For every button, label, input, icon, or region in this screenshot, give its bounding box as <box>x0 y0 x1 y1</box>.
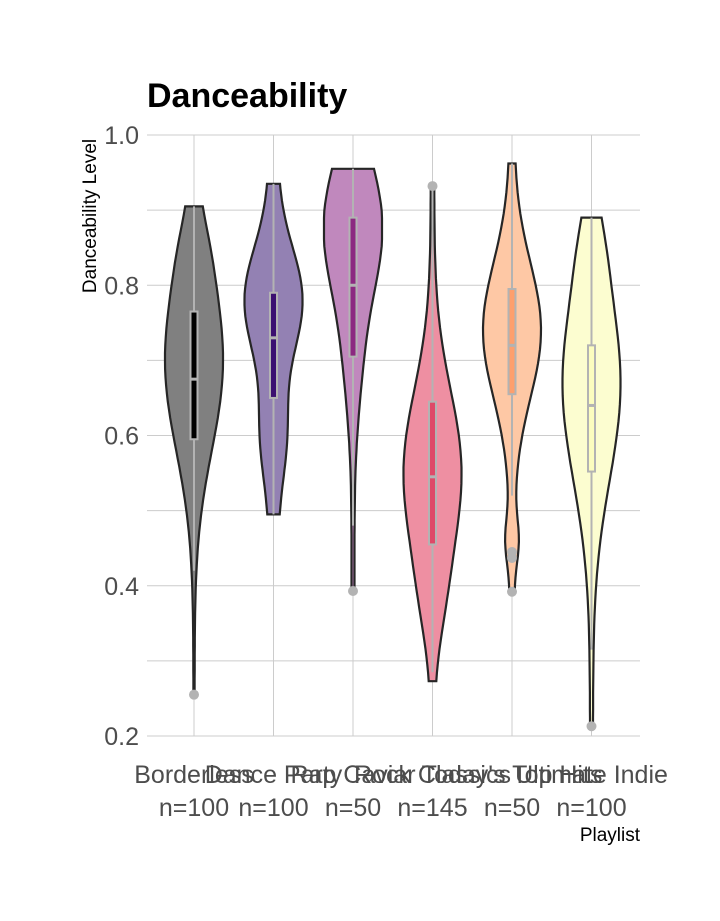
y-tick-label: 0.8 <box>104 272 139 300</box>
box <box>587 344 596 473</box>
outlier-point <box>189 689 199 700</box>
x-tick-count: n=100 <box>556 794 626 822</box>
violins <box>163 162 622 732</box>
x-tick-count: n=50 <box>484 794 540 822</box>
x-axis-label: Playlist <box>580 825 641 846</box>
box <box>189 310 199 441</box>
chart-title: Danceability <box>147 77 347 115</box>
x-tick-count: n=145 <box>397 794 467 822</box>
box <box>428 400 437 546</box>
outlier-point <box>586 721 597 732</box>
outlier-point <box>348 586 358 597</box>
outlier-point <box>427 181 438 192</box>
x-tick-count: n=50 <box>325 794 381 822</box>
box <box>348 216 358 358</box>
x-tick-count: n=100 <box>159 794 229 822</box>
y-axis-label: Danceability Level <box>80 139 101 293</box>
x-tick-label: Borderless <box>134 761 254 789</box>
x-tick-label: Dance Party <box>205 761 343 789</box>
x-tick-labels: Borderless n=100 Dance Party n=100 Rap Cavia… <box>134 761 668 822</box>
x-tick-label: Rock Classics <box>354 761 511 789</box>
x-tick-label: Rap Caviar <box>290 761 415 789</box>
y-tick-label: 1.0 <box>104 122 139 150</box>
x-tick-label: Ultimate Indie <box>515 761 668 789</box>
x-tick-label: Today's Top Hits <box>422 761 603 789</box>
box <box>269 291 278 399</box>
outlier-point <box>507 586 517 597</box>
outlier-point <box>507 552 517 563</box>
x-tick-count: n=100 <box>238 794 308 822</box>
y-tick-label: 0.4 <box>104 573 139 601</box>
y-tick-labels: 0.2 0.4 0.6 0.8 1.0 <box>104 122 139 751</box>
box <box>507 288 517 396</box>
y-tick-label: 0.2 <box>104 723 139 751</box>
y-tick-label: 0.6 <box>104 423 139 451</box>
